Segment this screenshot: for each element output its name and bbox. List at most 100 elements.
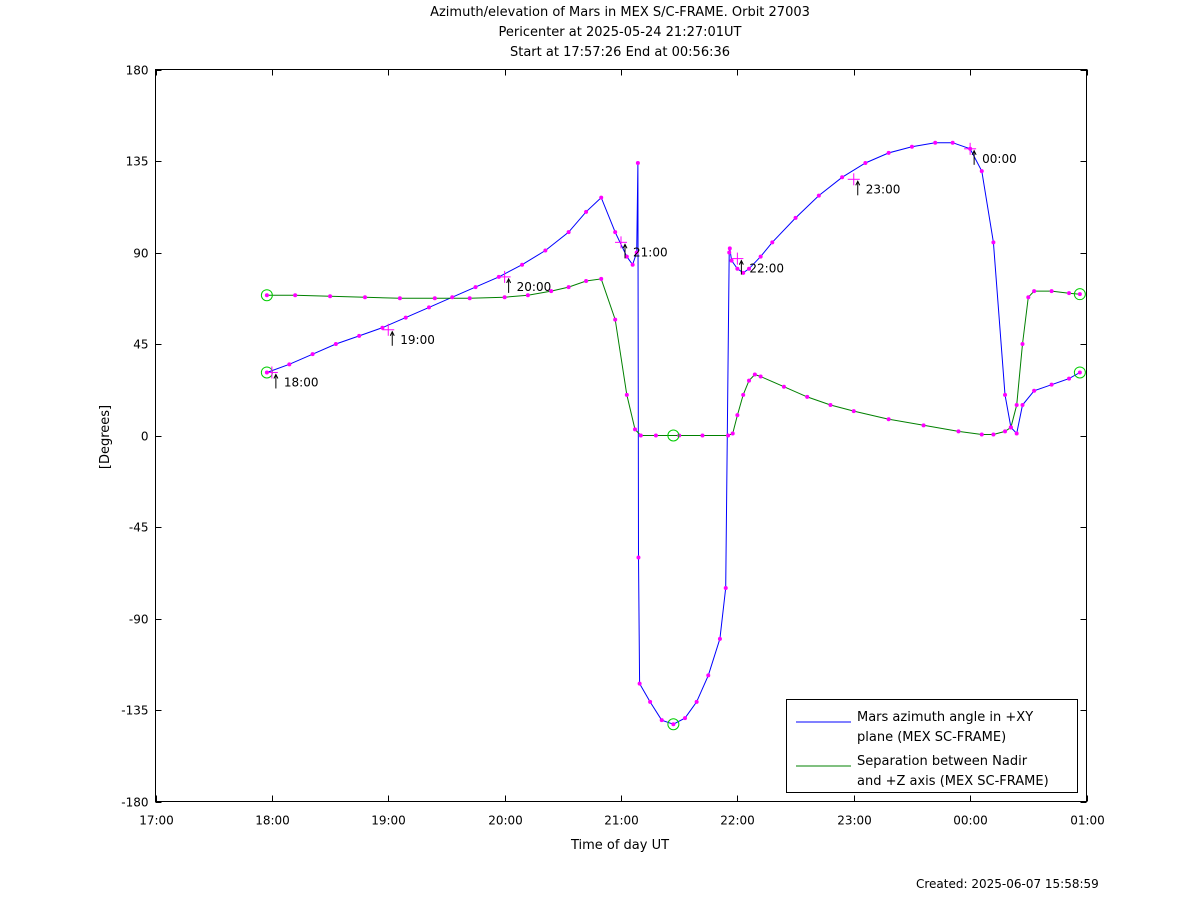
y-tick-label: 135 — [126, 155, 149, 169]
data-point — [543, 248, 548, 253]
data-point — [979, 169, 984, 174]
data-point — [520, 262, 525, 267]
hour-annotation-label: 00:00 — [982, 152, 1017, 166]
data-point — [758, 254, 763, 259]
data-point — [758, 374, 763, 379]
y-tick-label: -45 — [129, 521, 149, 535]
axes-layer: 17:00 18:00 19:00 20:00 21:00 22:00 23:00 00:00… — [121, 64, 1105, 828]
y-tick-label: -135 — [121, 704, 148, 718]
hour-annotation-label: 19:00 — [400, 333, 435, 347]
plot-frame — [155, 69, 1087, 802]
data-point — [735, 413, 740, 418]
data-point — [624, 392, 629, 397]
data-point — [909, 144, 914, 149]
data-point — [950, 140, 955, 145]
hour-annotation-label: 22:00 — [749, 262, 784, 276]
data-point — [730, 431, 735, 436]
chart-subtitle-start-end: Start at 17:57:26 End at 00:56:36 — [509, 45, 731, 60]
data-point — [403, 315, 408, 320]
data-point — [432, 296, 437, 301]
hour-annotation-layer: 18:00 19:00 20:00 21:00 22:00 23:00 00:00 — [265, 142, 1017, 389]
data-point — [727, 250, 732, 255]
hour-pointer-head — [622, 243, 628, 249]
x-tick-label: 23:00 — [837, 814, 872, 828]
hour-annotation-label: 18:00 — [284, 375, 319, 389]
data-point — [584, 278, 589, 283]
data-point — [1026, 295, 1031, 300]
data-point — [473, 285, 478, 290]
data-point — [613, 317, 618, 322]
data-point — [747, 266, 752, 271]
x-tick-label: 20:00 — [488, 814, 523, 828]
data-point — [726, 433, 731, 438]
y-tick-label: 45 — [133, 338, 148, 352]
data-point — [706, 673, 711, 678]
data-point — [770, 240, 775, 245]
data-point — [566, 230, 571, 235]
legend-box — [786, 699, 1078, 793]
data-point — [357, 333, 362, 338]
data-point — [599, 276, 604, 281]
data-point — [1049, 382, 1054, 387]
data-point — [310, 352, 315, 357]
data-point — [805, 394, 810, 399]
y-tick-label: 90 — [133, 247, 148, 261]
data-point — [264, 293, 269, 298]
y-tick-label: 0 — [141, 430, 149, 444]
data-point — [1020, 342, 1025, 346]
pericenter-circle-marker — [667, 429, 680, 442]
data-point — [956, 429, 961, 434]
data-point — [1067, 376, 1072, 381]
data-point — [694, 699, 699, 704]
x-tick-label: 18:00 — [255, 814, 290, 828]
chart-title-block: Azimuth/elevation of Mars in MEX S/C-FRA… — [0, 3, 1200, 63]
legend-label-azimuth-line2: plane (MEX SC-FRAME) — [857, 730, 1006, 745]
data-point — [921, 423, 926, 428]
data-point — [467, 296, 472, 301]
data-point — [1020, 403, 1025, 407]
data-point — [729, 258, 734, 263]
data-point — [653, 433, 658, 438]
data-point — [584, 209, 589, 214]
data-point — [723, 586, 728, 590]
hour-pointer-head — [855, 180, 861, 186]
data-point — [886, 417, 891, 422]
data-point — [793, 215, 798, 220]
data-point — [624, 254, 629, 259]
data-point — [333, 342, 338, 346]
data-point — [637, 681, 642, 686]
data-point — [549, 289, 554, 294]
data-point — [632, 427, 637, 432]
data-point — [991, 240, 996, 245]
x-tick-label: 17:00 — [139, 814, 174, 828]
data-point — [1003, 429, 1008, 434]
data-point — [886, 150, 891, 155]
hour-pointer-head — [506, 277, 512, 284]
data-point — [741, 270, 746, 275]
chart-subtitle-pericenter: Pericenter at 2025-05-24 21:27:01UT — [498, 25, 742, 40]
data-point — [683, 716, 688, 721]
data-point — [1067, 291, 1072, 296]
data-point — [380, 325, 385, 330]
data-point — [933, 140, 938, 145]
y-tick-label: -90 — [129, 613, 149, 627]
data-point — [727, 246, 732, 251]
y-tick-label: -180 — [121, 796, 148, 810]
data-point — [1014, 431, 1019, 436]
data-point — [287, 362, 292, 367]
x-tick-label: 21:00 — [604, 814, 639, 828]
data-point — [741, 392, 746, 397]
hour-annotation-label: 21:00 — [633, 245, 668, 259]
marker-layer — [260, 140, 1086, 731]
data-point — [828, 403, 833, 407]
data-point — [659, 718, 664, 723]
data-point — [566, 285, 571, 290]
data-point — [328, 294, 333, 299]
data-point — [613, 230, 618, 235]
data-point — [1003, 392, 1008, 397]
data-point — [979, 432, 984, 437]
data-point — [671, 722, 676, 727]
legend: Mars azimuth angle in +XY plane (MEX SC-… — [786, 699, 1078, 793]
created-timestamp: Created: 2025-06-07 15:58:59 — [916, 877, 1099, 891]
data-point — [991, 432, 996, 437]
